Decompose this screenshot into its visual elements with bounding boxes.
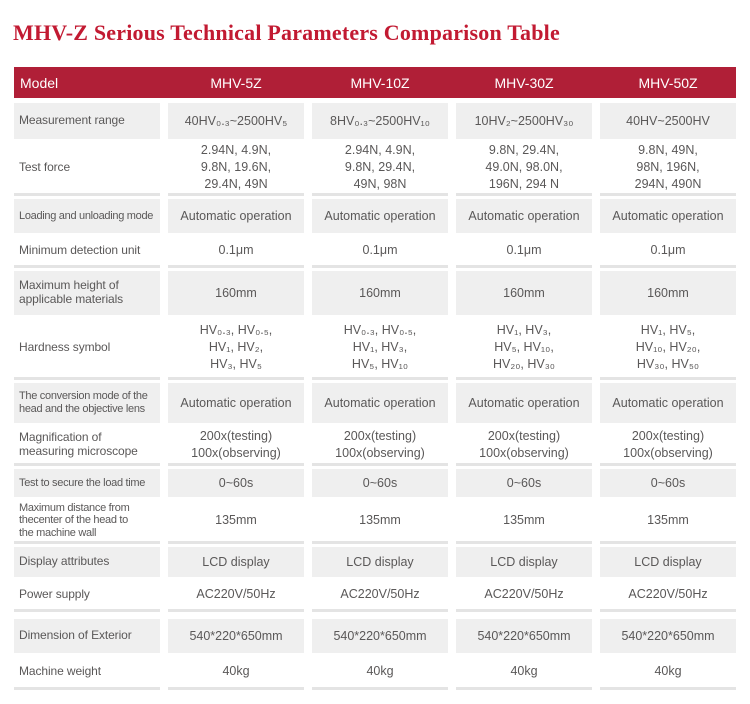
cell-value: 2.94N, 4.9N, 9.8N, 19.6N, 29.4N, 49N [168, 142, 304, 196]
table-row: Power supply AC220V/50Hz AC220V/50Hz AC2… [14, 580, 736, 612]
table-row: Test force 2.94N, 4.9N, 9.8N, 19.6N, 29.… [14, 142, 736, 196]
cell-value: 540*220*650mm [312, 619, 448, 653]
cell-value: 0.1μm [600, 236, 736, 268]
cell-value: AC220V/50Hz [312, 580, 448, 612]
cell-value: 160mm [168, 271, 304, 315]
cell-value: Automatic operation [600, 383, 736, 423]
cell-value: Automatic operation [456, 383, 592, 423]
table-row: Hardness symbol HV₀.₃, HV₀.₅, HV₁, HV₂, … [14, 318, 736, 380]
row-label: Maximum height of applicable materials [14, 271, 160, 315]
cell-value: AC220V/50Hz [168, 580, 304, 612]
table-row: Test to secure the load time 0~60s 0~60s… [14, 469, 736, 497]
cell-value: 540*220*650mm [168, 619, 304, 653]
cell-value: 9.8N, 49N, 98N, 196N, 294N, 490N [600, 142, 736, 196]
table-header-row: Model MHV-5Z MHV-10Z MHV-30Z MHV-50Z [14, 67, 736, 98]
table-row: Display attributes LCD display LCD displ… [14, 547, 736, 577]
cell-value: Automatic operation [168, 199, 304, 233]
cell-value: 40HV₀.₃~2500HV₅ [168, 103, 304, 139]
cell-value: 135mm [600, 500, 736, 544]
table-row: Magnification of measuring microscope 20… [14, 426, 736, 466]
cell-value: 40kg [600, 656, 736, 690]
row-label: Loading and unloading mode [14, 199, 160, 233]
row-label: Machine weight [14, 656, 160, 690]
row-label: Display attributes [14, 547, 160, 577]
parameters-table: Model MHV-5Z MHV-10Z MHV-30Z MHV-50Z Mea… [14, 67, 736, 690]
column-header-mhv-50z: MHV-50Z [638, 74, 698, 91]
cell-value: Automatic operation [456, 199, 592, 233]
cell-value: Automatic operation [600, 199, 736, 233]
column-header-mhv-30z: MHV-30Z [494, 74, 554, 91]
page-title: MHV-Z Serious Technical Parameters Compa… [13, 20, 560, 45]
cell-value: HV₁, HV₅, HV₁₀, HV₂₀, HV₃₀, HV₅₀ [600, 318, 736, 380]
cell-value: 40kg [312, 656, 448, 690]
cell-value: 10HV₂~2500HV₃₀ [456, 103, 592, 139]
table-row: Measurement range 40HV₀.₃~2500HV₅ 8HV₀.₃… [14, 103, 736, 139]
cell-value: 135mm [168, 500, 304, 544]
cell-value: 9.8N, 29.4N, 49.0N, 98.0N, 196N, 294 N [456, 142, 592, 196]
cell-value: 0~60s [312, 469, 448, 497]
row-label: Dimension of Exterior [14, 619, 160, 653]
cell-value: 8HV₀.₃~2500HV₁₀ [312, 103, 448, 139]
cell-value: HV₁, HV₃, HV₅, HV₁₀, HV₂₀, HV₃₀ [456, 318, 592, 380]
cell-value: 40kg [168, 656, 304, 690]
cell-value: 200x(testing) 100x(observing) [456, 426, 592, 466]
cell-value: LCD display [456, 547, 592, 577]
table-row: The conversion mode of the head and the … [14, 383, 736, 423]
cell-value: 200x(testing) 100x(observing) [168, 426, 304, 466]
table-row: Loading and unloading mode Automatic ope… [14, 199, 736, 233]
cell-value: 160mm [456, 271, 592, 315]
cell-value: 0~60s [168, 469, 304, 497]
row-label: Maximum distance from thecenter of the h… [14, 500, 160, 544]
table-row: Minimum detection unit 0.1μm 0.1μm 0.1μm… [14, 236, 736, 268]
cell-value: 160mm [312, 271, 448, 315]
cell-value: LCD display [312, 547, 448, 577]
cell-value: 200x(testing) 100x(observing) [600, 426, 736, 466]
cell-value: AC220V/50Hz [456, 580, 592, 612]
table-row: Maximum height of applicable materials 1… [14, 271, 736, 315]
row-label: Test force [14, 142, 160, 196]
cell-value: HV₀.₃, HV₀.₅, HV₁, HV₂, HV₃, HV₅ [168, 318, 304, 380]
cell-value: 540*220*650mm [456, 619, 592, 653]
row-label: Hardness symbol [14, 318, 160, 380]
cell-value: 40kg [456, 656, 592, 690]
cell-value: AC220V/50Hz [600, 580, 736, 612]
table-row: Dimension of Exterior 540*220*650mm 540*… [14, 619, 736, 653]
cell-value: 2.94N, 4.9N, 9.8N, 29.4N, 49N, 98N [312, 142, 448, 196]
table-row: Maximum distance from thecenter of the h… [14, 500, 736, 544]
cell-value: HV₀.₃, HV₀.₅, HV₁, HV₃, HV₅, HV₁₀ [312, 318, 448, 380]
cell-value: 0.1μm [312, 236, 448, 268]
row-label: Power supply [14, 580, 160, 612]
cell-value: 160mm [600, 271, 736, 315]
cell-value: 200x(testing) 100x(observing) [312, 426, 448, 466]
row-label: The conversion mode of the head and the … [14, 383, 160, 423]
column-header-mhv-10z: MHV-10Z [350, 74, 410, 91]
cell-value: 0~60s [456, 469, 592, 497]
cell-value: Automatic operation [312, 199, 448, 233]
cell-value: 0~60s [600, 469, 736, 497]
table-body: Measurement range 40HV₀.₃~2500HV₅ 8HV₀.₃… [14, 103, 736, 690]
column-header-model: Model [20, 74, 59, 91]
cell-value: 135mm [456, 500, 592, 544]
table-row: Machine weight 40kg 40kg 40kg 40kg [14, 656, 736, 690]
cell-value: Automatic operation [168, 383, 304, 423]
cell-value: LCD display [168, 547, 304, 577]
cell-value: LCD display [600, 547, 736, 577]
cell-value: 0.1μm [456, 236, 592, 268]
cell-value: 540*220*650mm [600, 619, 736, 653]
cell-value: Automatic operation [312, 383, 448, 423]
cell-value: 40HV~2500HV [600, 103, 736, 139]
cell-value: 135mm [312, 500, 448, 544]
column-header-mhv-5z: MHV-5Z [210, 74, 262, 91]
row-label: Test to secure the load time [14, 469, 160, 497]
cell-value: 0.1μm [168, 236, 304, 268]
row-label: Magnification of measuring microscope [14, 426, 160, 466]
row-label: Minimum detection unit [14, 236, 160, 268]
row-label: Measurement range [14, 103, 160, 139]
